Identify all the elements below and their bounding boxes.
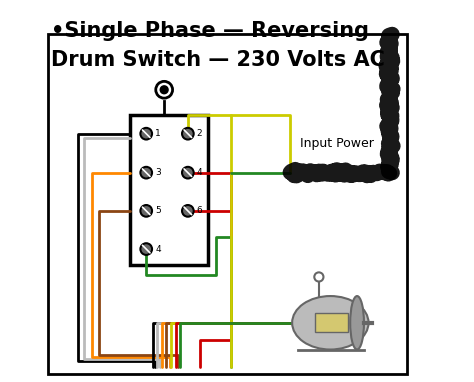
Text: 4: 4: [155, 244, 161, 254]
Text: Input Power: Input Power: [300, 137, 374, 150]
Circle shape: [141, 206, 151, 216]
Text: 2: 2: [197, 129, 202, 138]
Ellipse shape: [292, 296, 369, 350]
Circle shape: [181, 127, 195, 141]
Circle shape: [139, 127, 153, 141]
Circle shape: [183, 168, 192, 178]
Circle shape: [141, 168, 151, 178]
Ellipse shape: [350, 296, 364, 350]
Text: 6: 6: [197, 206, 202, 215]
Circle shape: [156, 81, 173, 98]
Circle shape: [181, 166, 195, 180]
Bar: [48, 34, 407, 374]
Circle shape: [139, 166, 153, 180]
Bar: [130, 115, 208, 265]
Circle shape: [183, 206, 192, 216]
Circle shape: [139, 242, 153, 256]
Circle shape: [160, 86, 168, 94]
Text: 3: 3: [155, 168, 161, 177]
Circle shape: [183, 129, 192, 139]
Circle shape: [139, 204, 153, 218]
Circle shape: [141, 244, 151, 254]
Text: •Single Phase — Reversing: •Single Phase — Reversing: [52, 21, 369, 41]
Bar: [315, 313, 347, 332]
Text: 5: 5: [155, 206, 161, 215]
Circle shape: [141, 129, 151, 139]
Text: 1: 1: [155, 129, 161, 138]
Circle shape: [181, 204, 195, 218]
Text: Drum Switch — 230 Volts AC: Drum Switch — 230 Volts AC: [52, 50, 385, 70]
Text: 4: 4: [197, 168, 202, 177]
